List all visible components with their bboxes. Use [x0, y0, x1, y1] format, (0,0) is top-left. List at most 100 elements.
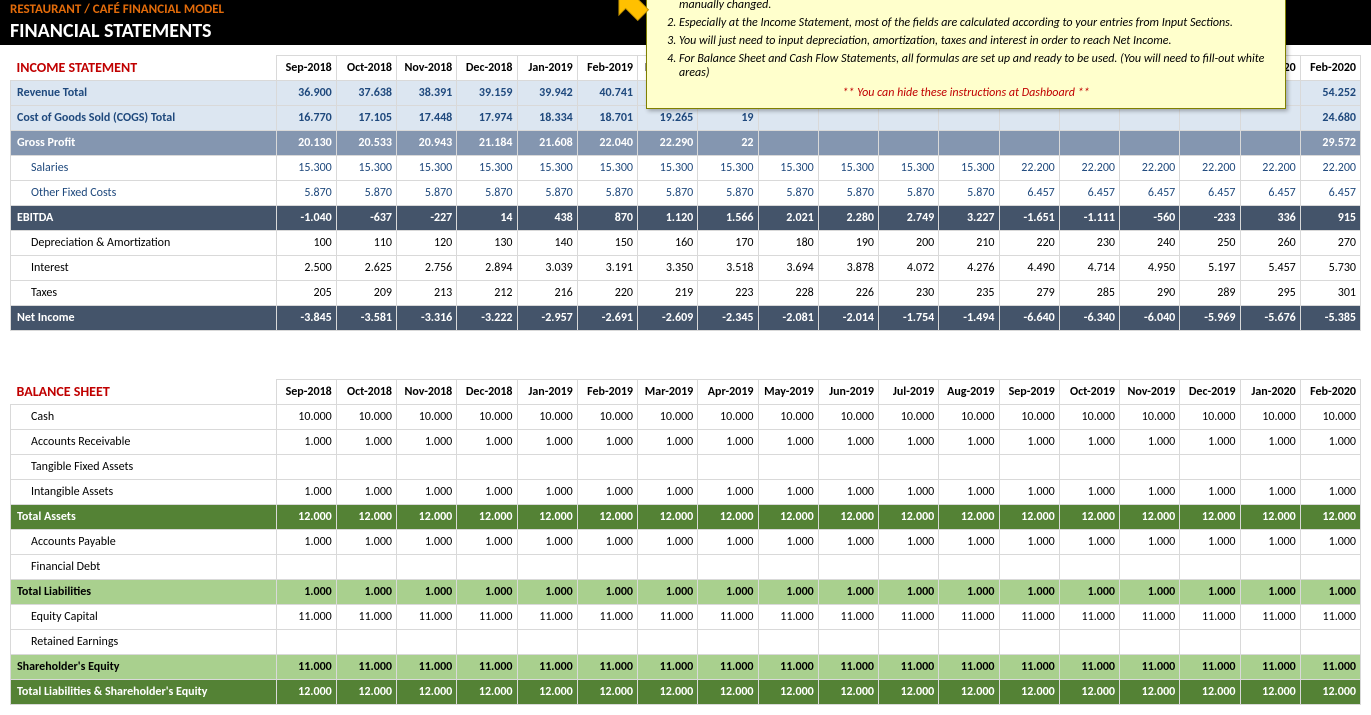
cell[interactable]: 1.000: [1180, 430, 1240, 455]
cell[interactable]: 11.000: [397, 655, 457, 680]
cell[interactable]: [879, 106, 939, 131]
cell[interactable]: 12.000: [638, 680, 698, 705]
cell[interactable]: 20.130: [276, 131, 336, 156]
cell[interactable]: 18.334: [517, 106, 577, 131]
cell[interactable]: 1.000: [397, 580, 457, 605]
cell[interactable]: 15.300: [336, 156, 396, 181]
cell[interactable]: 5.870: [879, 181, 939, 206]
cell[interactable]: 1.000: [1059, 480, 1119, 505]
cell[interactable]: 22.200: [1300, 156, 1360, 181]
cell[interactable]: [1059, 131, 1119, 156]
cell[interactable]: 12.000: [397, 680, 457, 705]
cell[interactable]: 12.000: [1300, 680, 1360, 705]
cell[interactable]: 190: [818, 231, 878, 256]
cell[interactable]: [336, 555, 396, 580]
cell[interactable]: 12.000: [1059, 505, 1119, 530]
cell[interactable]: 2.894: [457, 256, 517, 281]
cell[interactable]: -2.691: [577, 306, 637, 331]
cell[interactable]: 11.000: [1180, 605, 1240, 630]
cell[interactable]: 12.000: [577, 505, 637, 530]
cell[interactable]: 212: [457, 281, 517, 306]
cell[interactable]: 120: [397, 231, 457, 256]
cell[interactable]: 1.000: [638, 580, 698, 605]
cell[interactable]: 15.300: [577, 156, 637, 181]
cell[interactable]: 5.870: [698, 181, 758, 206]
cell[interactable]: 12.000: [999, 505, 1059, 530]
cell[interactable]: 213: [397, 281, 457, 306]
cell[interactable]: 5.870: [939, 181, 999, 206]
cell[interactable]: 12.000: [276, 680, 336, 705]
cell[interactable]: 29.572: [1300, 131, 1360, 156]
cell[interactable]: 11.000: [939, 655, 999, 680]
cell[interactable]: 1.000: [517, 480, 577, 505]
cell[interactable]: 1.000: [1240, 530, 1300, 555]
cell[interactable]: 40.741: [577, 81, 637, 106]
cell[interactable]: 1.000: [758, 530, 818, 555]
cell[interactable]: 15.300: [457, 156, 517, 181]
cell[interactable]: [818, 555, 878, 580]
cell[interactable]: 1.000: [698, 580, 758, 605]
cell[interactable]: 4.490: [999, 256, 1059, 281]
cell[interactable]: 12.000: [879, 505, 939, 530]
cell[interactable]: 15.300: [818, 156, 878, 181]
cell[interactable]: 10.000: [1300, 405, 1360, 430]
cell[interactable]: 1.000: [517, 580, 577, 605]
cell[interactable]: -6.640: [999, 306, 1059, 331]
cell[interactable]: 39.942: [517, 81, 577, 106]
cell[interactable]: 1.000: [1180, 530, 1240, 555]
cell[interactable]: 3.227: [939, 206, 999, 231]
cell[interactable]: 12.000: [336, 505, 396, 530]
cell[interactable]: 5.457: [1240, 256, 1300, 281]
cell[interactable]: 216: [517, 281, 577, 306]
cell[interactable]: [999, 106, 1059, 131]
cell[interactable]: 1.000: [1240, 480, 1300, 505]
cell[interactable]: 21.184: [457, 131, 517, 156]
cell[interactable]: 10.000: [1059, 405, 1119, 430]
cell[interactable]: 180: [758, 231, 818, 256]
cell[interactable]: 1.000: [1059, 430, 1119, 455]
cell[interactable]: 1.000: [758, 430, 818, 455]
cell[interactable]: [999, 555, 1059, 580]
cell[interactable]: 5.197: [1180, 256, 1240, 281]
cell[interactable]: 1.000: [698, 530, 758, 555]
cell[interactable]: [397, 455, 457, 480]
cell[interactable]: 870: [577, 206, 637, 231]
cell[interactable]: 12.000: [698, 505, 758, 530]
cell[interactable]: 17.448: [397, 106, 457, 131]
cell[interactable]: [638, 555, 698, 580]
cell[interactable]: 1.000: [818, 480, 878, 505]
cell[interactable]: [818, 131, 878, 156]
cell[interactable]: 1.000: [1240, 580, 1300, 605]
cell[interactable]: 11.000: [517, 655, 577, 680]
cell[interactable]: 5.870: [336, 181, 396, 206]
cell[interactable]: 12.000: [517, 505, 577, 530]
cell[interactable]: -3.581: [336, 306, 396, 331]
cell[interactable]: 12.000: [457, 680, 517, 705]
cell[interactable]: 2.500: [276, 256, 336, 281]
cell[interactable]: 1.000: [879, 530, 939, 555]
cell[interactable]: [879, 131, 939, 156]
cell[interactable]: 6.457: [1180, 181, 1240, 206]
cell[interactable]: 54.252: [1300, 81, 1360, 106]
cell[interactable]: -1.651: [999, 206, 1059, 231]
cell[interactable]: 915: [1300, 206, 1360, 231]
cell[interactable]: 11.000: [336, 655, 396, 680]
cell[interactable]: 11.000: [577, 605, 637, 630]
cell[interactable]: [1240, 131, 1300, 156]
cell[interactable]: 2.021: [758, 206, 818, 231]
cell[interactable]: 260: [1240, 231, 1300, 256]
cell[interactable]: 11.000: [818, 655, 878, 680]
cell[interactable]: 15.300: [939, 156, 999, 181]
cell[interactable]: 12.000: [1120, 680, 1180, 705]
cell[interactable]: 12.000: [1059, 680, 1119, 705]
cell[interactable]: 228: [758, 281, 818, 306]
cell[interactable]: 11.000: [336, 605, 396, 630]
cell[interactable]: 11.000: [638, 655, 698, 680]
cell[interactable]: 10.000: [1120, 405, 1180, 430]
cell[interactable]: 1.000: [818, 530, 878, 555]
cell[interactable]: 11.000: [397, 605, 457, 630]
cell[interactable]: 235: [939, 281, 999, 306]
cell[interactable]: 3.878: [818, 256, 878, 281]
cell[interactable]: 12.000: [517, 680, 577, 705]
cell[interactable]: 12.000: [818, 505, 878, 530]
